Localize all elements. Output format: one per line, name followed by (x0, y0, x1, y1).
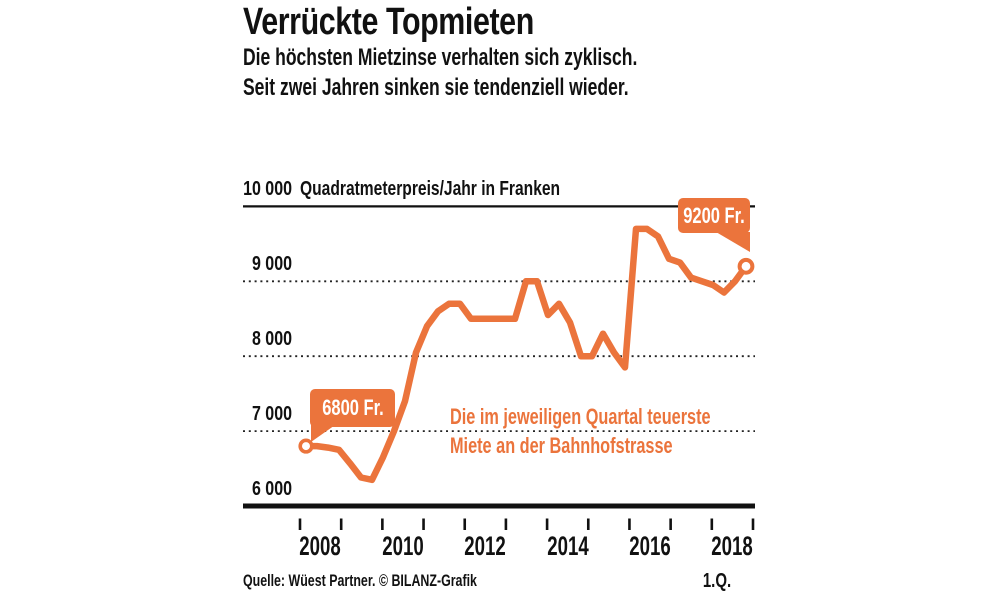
end-value-callout: 9200 Fr. (678, 198, 750, 233)
x-axis-label-2010: 2010 (382, 531, 424, 561)
subtitle-line-2: Seit zwei Jahren sinken sie tendenziell … (243, 73, 629, 101)
x-axis-label-2018: 2018 (711, 531, 753, 561)
end-value-text: 9200 Fr. (683, 202, 745, 228)
y-axis-label-6000: 6 000 (251, 478, 292, 500)
y-axis-title: Quadratmeterpreis/Jahr in Franken (300, 178, 561, 200)
x-axis-label-2014: 2014 (547, 531, 589, 561)
y-axis-label-8000: 8 000 (251, 328, 292, 350)
x-axis-label-2012: 2012 (464, 531, 506, 561)
end-callout-tail (716, 232, 750, 252)
source-credit: Quelle: Wüest Partner. © BILANZ-Grafik (243, 571, 477, 590)
end-point-marker (737, 257, 755, 275)
y-axis-label-9000: 9 000 (251, 253, 292, 275)
start-point-marker (298, 438, 314, 454)
x-axis-label-2016: 2016 (629, 531, 671, 561)
price-line (302, 225, 750, 484)
annotation-line-1: Die im jeweiligen Quartal teuerste (450, 404, 711, 429)
subtitle-line-1: Die höchsten Mietzinse verhalten sich zy… (243, 44, 638, 71)
start-value-callout: 6800 Fr. (310, 389, 395, 427)
x-axis-label-2008: 2008 (299, 531, 341, 561)
series-annotation: Die im jeweiligen Quartal teuerste Miete… (450, 403, 711, 460)
page-title: Verrückte Topmieten (243, 1, 534, 43)
start-value-text: 6800 Fr. (321, 395, 384, 420)
y-axis-label-7000: 7 000 (251, 403, 292, 425)
annotation-line-2: Miete an der Bahnhofstrasse (450, 432, 673, 458)
quarter-sub-label: 1.Q. (702, 570, 732, 592)
start-callout-tail (311, 424, 333, 442)
page-subtitle: Die höchsten Mietzinse verhalten sich zy… (243, 43, 637, 102)
y-axis-label-10000: 10 000 (243, 178, 292, 200)
